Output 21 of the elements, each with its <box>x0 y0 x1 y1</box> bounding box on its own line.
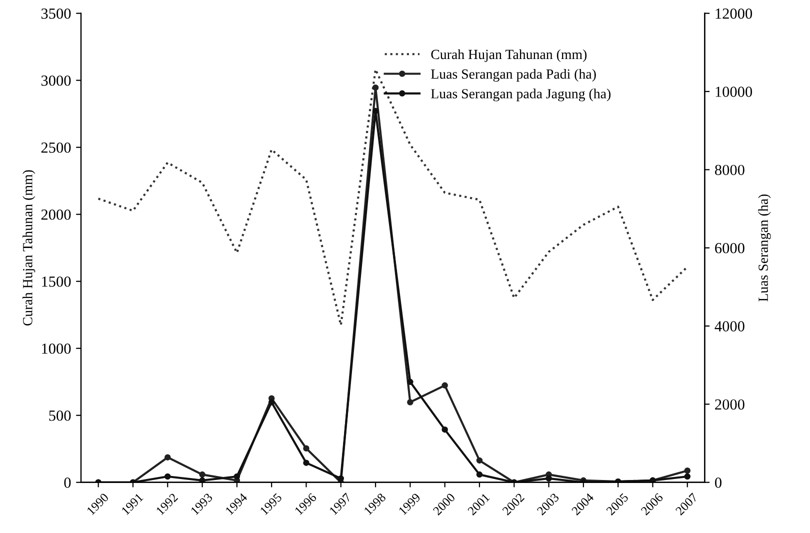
legend-label: Curah Hujan Tahunan (mm) <box>431 49 587 62</box>
y-tick-label: 0 <box>64 478 71 488</box>
y2-tick-label: 8000 <box>715 164 744 176</box>
x-tick-label: 1991 <box>121 492 144 516</box>
y-tick-label: 1000 <box>42 343 71 354</box>
y-tick-label: 2000 <box>41 209 71 220</box>
legend-label: Luas Serangan pada Padi (ha) <box>431 68 596 82</box>
y2-tick-label: 2000 <box>715 399 744 410</box>
y-tick-label: 3000 <box>41 75 71 86</box>
y-tick-label: 2500 <box>41 142 71 153</box>
y-axis-title: Curah Hujan Tahunan (mm) <box>22 170 36 326</box>
y2-tick-label: 0 <box>715 478 722 488</box>
y-tick-label: 3500 <box>41 8 71 19</box>
y-tick-label: 1500 <box>42 276 71 287</box>
y2-tick-label: 12000 <box>716 8 752 19</box>
y2-tick-label: 6000 <box>715 242 744 254</box>
y2-axis-title: Luas Serangan (ha) <box>758 194 771 302</box>
y2-tick-label: 10000 <box>716 86 752 97</box>
y2-tick-label: 4000 <box>714 321 744 332</box>
y-tick-label: 500 <box>49 410 71 421</box>
legend-label: Luas Serangan pada Jagung (ha) <box>431 88 611 102</box>
